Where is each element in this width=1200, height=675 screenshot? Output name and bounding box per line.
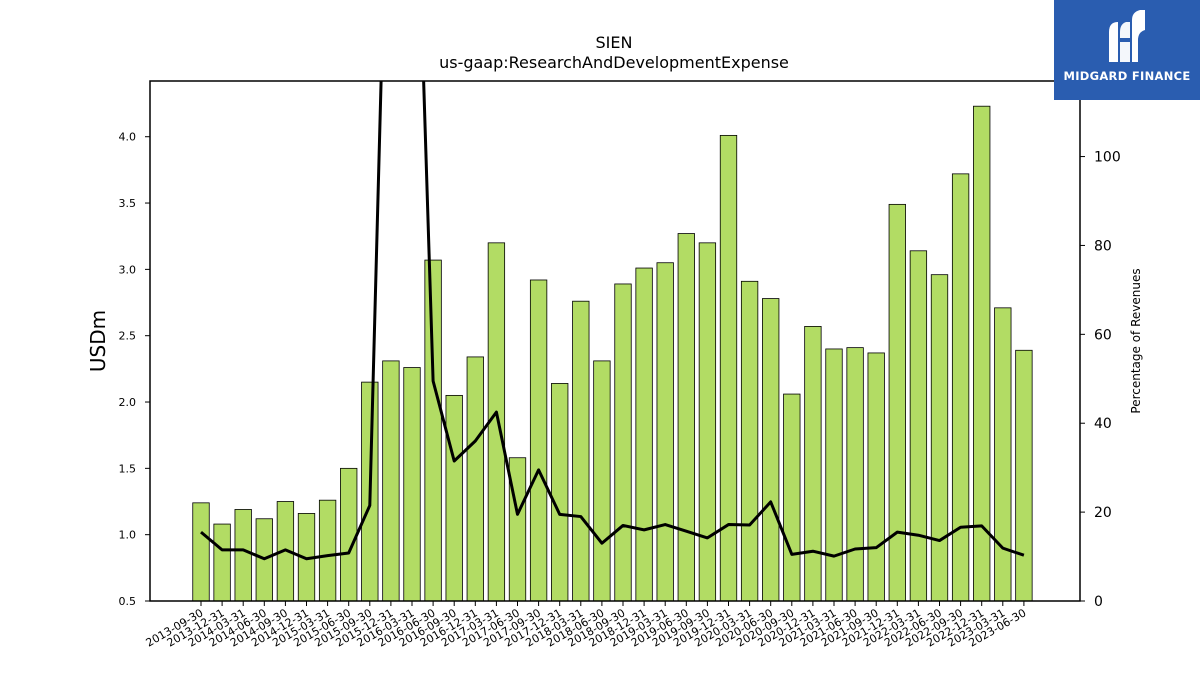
left-tick-label: 2.0 — [119, 396, 137, 409]
percentage-of-revenues-line — [200, 81, 1025, 561]
plot-frame — [149, 80, 1081, 602]
right-tick-label: 80 — [1094, 238, 1112, 254]
bar — [994, 307, 1012, 602]
bar — [909, 250, 928, 602]
y-axis-label-left: USDm — [86, 310, 110, 372]
brand-name: MIDGARD FINANCE — [1063, 69, 1191, 83]
bar — [804, 326, 822, 602]
bar — [825, 348, 843, 602]
left-tick-label: 0.5 — [119, 595, 137, 608]
bar — [213, 523, 231, 602]
bar — [888, 203, 906, 602]
right-tick-label: 20 — [1094, 505, 1112, 521]
bar — [318, 499, 337, 602]
bar — [867, 352, 885, 602]
bar — [930, 274, 949, 602]
chart-subtitle: us-gaap:ResearchAndDevelopmentExpense — [439, 53, 789, 72]
brand-logo: MIDGARD FINANCE — [1054, 0, 1200, 100]
bar — [846, 347, 864, 602]
left-tick-label: 2.5 — [119, 330, 137, 343]
bar — [719, 134, 738, 602]
left-axis-ticks: 0.5 1.0 1.5 2.0 2.5 3.0 3.5 4.0 — [119, 131, 150, 608]
bar — [1015, 349, 1033, 602]
percentage-line-series — [200, 81, 1025, 561]
right-tick-label: 100 — [1094, 150, 1121, 166]
bar — [762, 298, 780, 602]
right-axis-ticks: 0 20 40 60 80 100 — [1080, 150, 1121, 610]
bar — [466, 356, 484, 602]
bar — [529, 279, 548, 602]
bar — [951, 173, 970, 602]
bar — [635, 267, 653, 602]
bar-series — [192, 105, 1033, 602]
bar — [192, 502, 210, 602]
bar — [677, 233, 695, 602]
bar — [234, 509, 252, 602]
bar — [656, 262, 674, 602]
left-tick-label: 3.5 — [119, 197, 137, 210]
right-tick-label: 60 — [1094, 327, 1112, 343]
chart-title: SIEN — [596, 33, 633, 52]
left-tick-label: 4.0 — [119, 131, 137, 144]
x-axis-ticks: 2013-09-302013-12-312014-03-312014-06-30… — [144, 601, 1028, 650]
bar — [551, 383, 569, 602]
left-tick-label: 1.5 — [119, 462, 137, 475]
bar — [740, 280, 759, 602]
bar — [783, 393, 801, 602]
bar — [340, 467, 358, 602]
bar — [403, 367, 421, 602]
bar — [445, 394, 463, 602]
right-tick-label: 0 — [1094, 594, 1103, 610]
bar — [593, 360, 611, 602]
left-tick-label: 1.0 — [119, 529, 137, 542]
y-axis-label-right: Percentage of Revenues — [1129, 268, 1143, 413]
right-tick-label: 40 — [1094, 416, 1112, 432]
midgard-logo-icon — [1109, 10, 1145, 62]
bar — [424, 259, 442, 602]
left-tick-label: 3.0 — [119, 263, 137, 276]
bar — [572, 300, 590, 602]
bar — [698, 242, 717, 602]
bar — [382, 360, 400, 602]
bar — [614, 283, 632, 602]
